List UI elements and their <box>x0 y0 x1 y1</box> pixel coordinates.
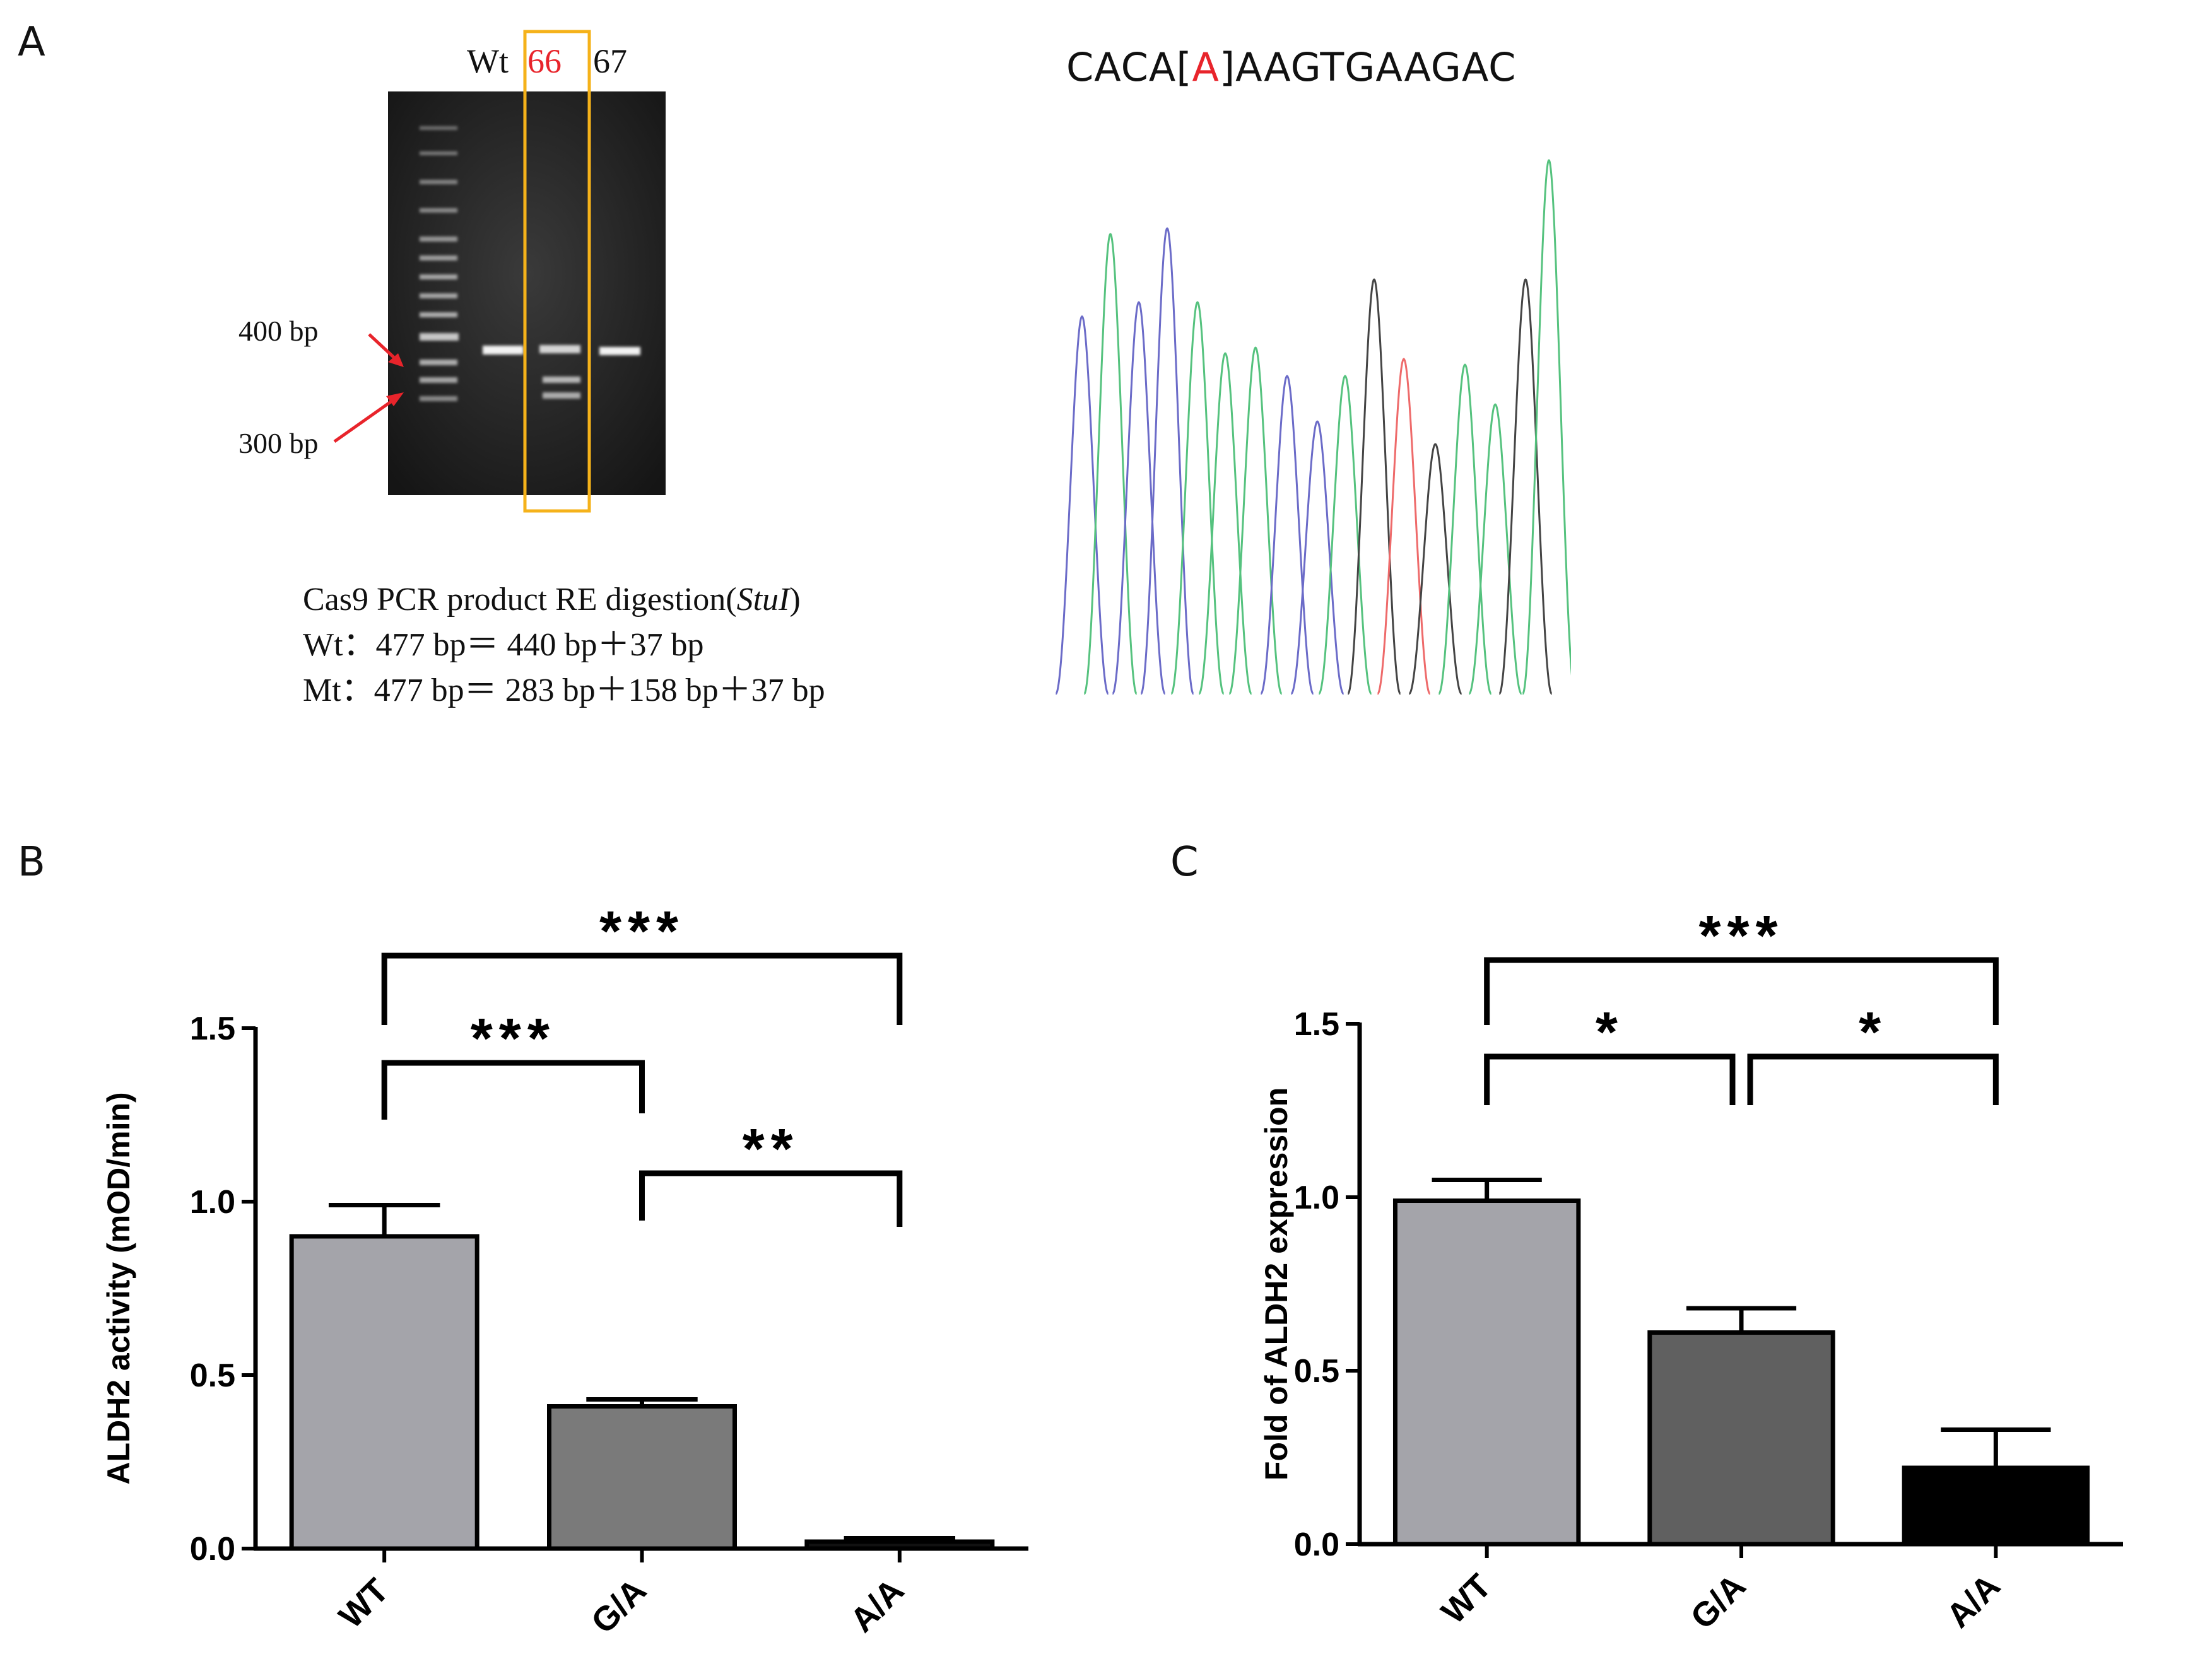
marker-label-300: 300 bp <box>238 427 319 459</box>
significance-bracket <box>639 1170 903 1227</box>
significance-bracket <box>1484 957 1999 1025</box>
arrow-300 <box>333 397 396 443</box>
sequence-text: CACA[A]AAGTGAAGAC <box>1066 44 1517 90</box>
significance-label: *** <box>599 900 685 963</box>
significance-label: *** <box>471 1007 556 1070</box>
chromatogram-peak <box>1317 375 1373 695</box>
bar-wt <box>289 1234 479 1551</box>
band-66-low <box>543 392 580 399</box>
band-66-mid <box>543 377 580 383</box>
arrow-400 <box>368 333 397 361</box>
chromatogram-peak <box>1376 358 1432 695</box>
significance-label: * <box>1596 1001 1624 1064</box>
chromatogram-peak <box>1139 227 1195 695</box>
lane-label-67: 67 <box>593 42 627 80</box>
x-tick-label: G/A <box>584 1571 654 1641</box>
enzyme-name: StuI <box>736 582 790 618</box>
bar-wt <box>1392 1198 1581 1547</box>
panel-label-a: A <box>18 19 45 66</box>
marker-arrows <box>333 333 404 443</box>
x-tick-label: WT <box>332 1571 396 1636</box>
y-tick-label: 1.5 <box>190 1011 235 1047</box>
chromatogram-peak <box>1170 301 1225 695</box>
caption-line-3: Mt：477 bp＝ 283 bp＋158 bp＋37 bp <box>303 672 825 708</box>
significance-label: * <box>1859 1001 1887 1064</box>
band-wt <box>483 346 524 355</box>
x-tick-label: A/A <box>843 1571 911 1639</box>
significance-bracket <box>381 1060 645 1120</box>
gel-bands <box>483 345 640 399</box>
significance-bracket <box>1747 1053 1999 1105</box>
chromatogram-peak <box>1054 315 1110 695</box>
bar-g-a <box>1647 1330 1835 1547</box>
chromatogram-peak <box>1290 420 1345 695</box>
chart-b: 0.0 0.5 1.0 1.5 ALDH2 activity (mOD/min) WT G/… <box>101 900 1028 1641</box>
x-tick-label: A/A <box>1939 1567 2008 1635</box>
lane-label-66: 66 <box>527 42 562 80</box>
lane-highlight-box <box>523 30 591 513</box>
bar-g-a <box>547 1404 737 1551</box>
y-tick-label: 0.0 <box>1294 1527 1339 1563</box>
marker-label-400: 400 bp <box>238 315 319 347</box>
gel-ladder <box>420 126 459 401</box>
chromatogram-peak <box>1197 352 1253 695</box>
band-67 <box>599 347 640 355</box>
y-tick-label: 0.5 <box>190 1357 235 1394</box>
mutant-base: A <box>1192 44 1220 90</box>
significance-label: *** <box>1698 905 1784 968</box>
gel-image: Wt 66 67 400 bp 300 bp <box>238 30 666 513</box>
band-66-upper <box>539 345 580 353</box>
significance-bracket <box>1484 1053 1736 1105</box>
caption-line-1: Cas9 PCR product RE digestion(StuI) <box>303 582 801 618</box>
caption-line-2: Wt：477 bp＝ 440 bp＋37 bp <box>303 627 704 663</box>
chromatogram-peak <box>1408 443 1463 695</box>
y-tick-label: 0.0 <box>190 1531 235 1568</box>
chromatogram <box>1054 159 1571 695</box>
chromatogram-peak <box>1498 278 1553 695</box>
chromatogram-peak <box>1521 159 1571 695</box>
y-tick-label: 1.0 <box>190 1184 235 1221</box>
chromatogram-peak <box>1437 363 1493 695</box>
chromatogram-peak <box>1346 278 1402 695</box>
bar-a-a <box>1902 1465 2090 1547</box>
y-tick-label: 0.5 <box>1294 1353 1339 1390</box>
chromatogram-peak <box>1083 233 1138 695</box>
panel-label-b: B <box>18 839 45 886</box>
lane-label-wt: Wt <box>467 42 509 80</box>
bar-a-a <box>804 1539 995 1551</box>
chromatogram-peak <box>1111 301 1167 695</box>
chromatogram-peak <box>1259 375 1315 695</box>
panel-label-c: C <box>1170 839 1199 886</box>
chromatogram-peak <box>1468 403 1523 695</box>
y-tick-label: 1.5 <box>1294 1006 1339 1043</box>
significance-bracket <box>381 952 903 1025</box>
y-tick-label: 1.0 <box>1294 1180 1339 1216</box>
y-axis-label: Fold of ALDH2 expression <box>1259 1087 1294 1480</box>
gel-caption: Cas9 PCR product RE digestion(StuI) Wt：4… <box>303 577 825 713</box>
y-axis-label: ALDH2 activity (mOD/min) <box>101 1092 136 1484</box>
chromatogram-peak <box>1228 346 1283 695</box>
x-tick-label: G/A <box>1683 1567 1753 1636</box>
significance-label: ** <box>743 1118 799 1181</box>
chart-c: 0.0 0.5 1.0 1.5 Fold of ALDH2 expression WT G/… <box>1259 905 2123 1636</box>
x-tick-label: WT <box>1434 1567 1498 1631</box>
